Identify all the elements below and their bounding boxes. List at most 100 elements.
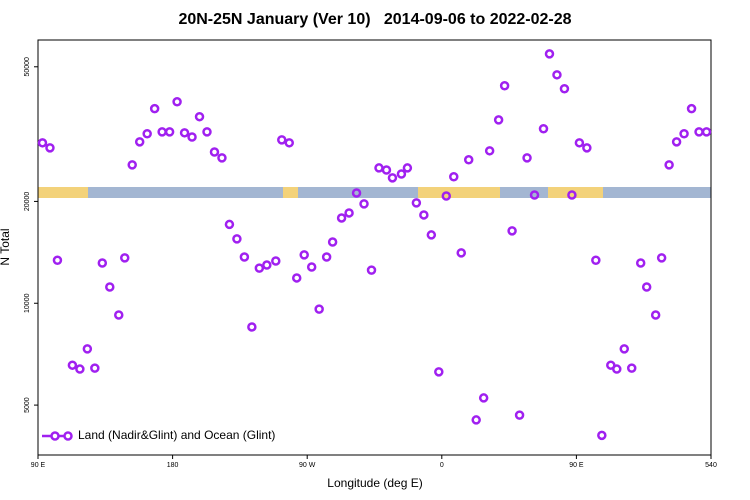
scatter-point	[306, 262, 317, 272]
scatter-point	[284, 138, 295, 148]
scatter-point	[209, 147, 220, 157]
scatter-point	[626, 363, 637, 373]
x-axis-label: Longitude (deg E)	[327, 476, 422, 490]
scatter-point	[544, 49, 555, 59]
scatter-point	[434, 367, 444, 377]
scatter-point	[291, 273, 302, 283]
scatter-point	[656, 253, 667, 263]
scatter-point	[426, 230, 437, 240]
scatter-point	[239, 252, 250, 262]
scatter-point	[686, 103, 697, 114]
scatter-point	[522, 153, 532, 163]
scatter-point	[538, 123, 549, 134]
scatter-point	[402, 163, 413, 173]
scatter-point	[582, 143, 592, 153]
scatter-point	[493, 115, 504, 125]
scatter-point	[127, 160, 137, 170]
scatter-point	[635, 258, 646, 268]
y-axis-label: N Total	[0, 228, 12, 265]
map-strip	[38, 187, 711, 198]
scatter-point	[254, 263, 265, 273]
scatter-point	[82, 344, 93, 354]
scatter-point	[114, 310, 124, 320]
scatter-point	[336, 213, 347, 223]
legend-marker	[50, 431, 60, 441]
scatter-point	[387, 173, 398, 183]
scatter-point	[344, 208, 354, 218]
scatter-point	[105, 282, 115, 292]
scatter-point	[701, 127, 712, 137]
scatter-point	[149, 103, 160, 114]
scatter-point	[45, 143, 55, 153]
scatter-point	[314, 304, 324, 314]
y-tick-label: 5000	[24, 397, 31, 413]
scatter-point	[262, 260, 272, 270]
scatter-point	[187, 132, 197, 142]
scatter-point	[650, 310, 661, 320]
x-tick-label: 90 W	[299, 462, 316, 469]
scatter-point	[157, 127, 167, 137]
scatter-point	[366, 265, 377, 275]
scatter-point	[321, 252, 332, 262]
scatter-point	[671, 137, 682, 147]
x-tick-label: 180	[167, 462, 179, 469]
scatter-point	[142, 128, 152, 139]
scatter-point	[419, 210, 429, 220]
scatter-point	[456, 248, 466, 258]
scatter-point	[75, 364, 85, 374]
scatter-point	[478, 393, 489, 403]
scatter-point	[247, 322, 257, 332]
scatter-point	[441, 191, 452, 201]
scatter-point	[529, 190, 540, 200]
x-tick-label: 90 E	[569, 462, 584, 469]
y-tick-label: 50000	[24, 57, 31, 77]
scatter-point	[202, 127, 212, 137]
legend-marker	[63, 431, 73, 441]
scatter-point	[552, 70, 562, 80]
scatter-point	[612, 364, 622, 374]
scatter-point	[374, 163, 384, 173]
scatter-point	[484, 146, 495, 156]
scatter-point	[359, 199, 369, 209]
scatter-point	[574, 138, 585, 148]
scatter-point	[679, 128, 689, 139]
scatter-point	[619, 344, 630, 354]
scatter-point	[164, 127, 175, 137]
scatter-point	[396, 169, 407, 179]
scatter-point	[37, 138, 48, 148]
chart-title: 20N-25N January (Ver 10) 2014-09-06 to 2…	[178, 11, 571, 28]
scatter-point	[471, 415, 481, 425]
scatter-point	[514, 410, 525, 420]
scatter-point	[224, 219, 235, 230]
scatter-point	[664, 160, 674, 170]
scatter-point	[194, 111, 205, 122]
scatter-point	[277, 135, 287, 145]
scatter-point	[499, 80, 510, 91]
scatter-point	[134, 137, 145, 147]
scatter-point	[217, 153, 227, 163]
scatter-point	[411, 198, 422, 208]
scatter-point	[463, 155, 474, 165]
scatter-point	[641, 282, 652, 292]
scatter-point	[381, 165, 392, 175]
scatter-point	[449, 171, 459, 182]
scatter-point	[119, 253, 130, 263]
scatter-point	[591, 255, 601, 266]
scatter-point	[232, 234, 242, 244]
scatter-point	[90, 363, 100, 373]
x-tick-label: 0	[440, 462, 444, 469]
scatter-point	[327, 237, 338, 247]
scatter-point	[507, 226, 517, 236]
scatter-point	[52, 255, 63, 266]
plot-frame	[37, 39, 712, 456]
x-tick-label: 90 E	[31, 462, 46, 469]
x-tick-label: 540	[705, 462, 717, 469]
scatter-point	[172, 97, 182, 107]
scatter-point	[559, 84, 570, 94]
scatter-point	[351, 188, 362, 198]
y-tick-label: 10000	[24, 293, 31, 313]
scatter-point	[694, 127, 704, 137]
scatter-point	[299, 250, 309, 260]
scatter-point	[179, 128, 190, 138]
